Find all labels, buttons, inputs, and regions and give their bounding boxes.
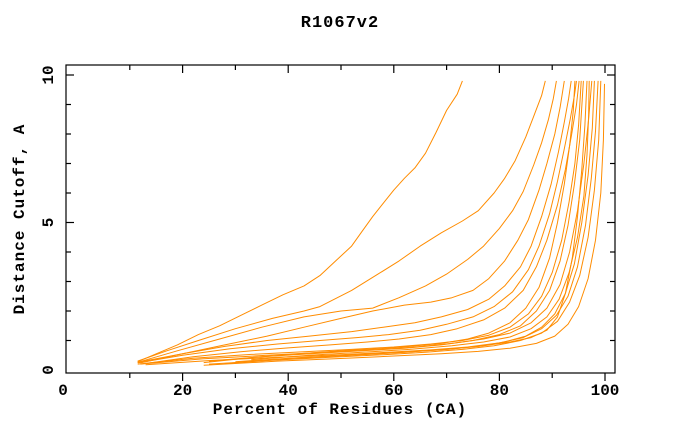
model-curve [208, 80, 584, 362]
model-curve [137, 80, 577, 364]
plot-frame [65, 64, 616, 374]
model-curve [137, 80, 572, 363]
x-tick-label: 60 [384, 382, 403, 400]
model-curve [137, 80, 546, 362]
model-curve [208, 80, 602, 365]
x-tick-label: 20 [173, 382, 192, 400]
model-curve [137, 80, 582, 365]
model-curve [140, 80, 593, 365]
x-tick-label: 0 [58, 382, 68, 400]
model-curve [145, 80, 580, 364]
y-tick-label: 10 [40, 65, 58, 84]
model-curve [145, 80, 599, 366]
y-tick-label: 0 [40, 365, 58, 375]
model-curve [203, 83, 605, 366]
x-axis-label: Percent of Residues (CA) [212, 401, 468, 419]
chart-title: R1067v2 [300, 14, 380, 33]
model-curve [140, 80, 565, 364]
model-curve [235, 80, 595, 363]
y-tick-label: 5 [40, 218, 58, 228]
model-curve [137, 80, 463, 363]
model-curve [137, 80, 557, 363]
model-curve [203, 80, 576, 364]
x-tick-label: 100 [591, 382, 620, 400]
model-curve [251, 80, 590, 361]
x-tick-label: 80 [490, 382, 509, 400]
y-axis-label: Distance Cutoff, A [11, 123, 29, 315]
x-tick-label: 40 [279, 382, 298, 400]
